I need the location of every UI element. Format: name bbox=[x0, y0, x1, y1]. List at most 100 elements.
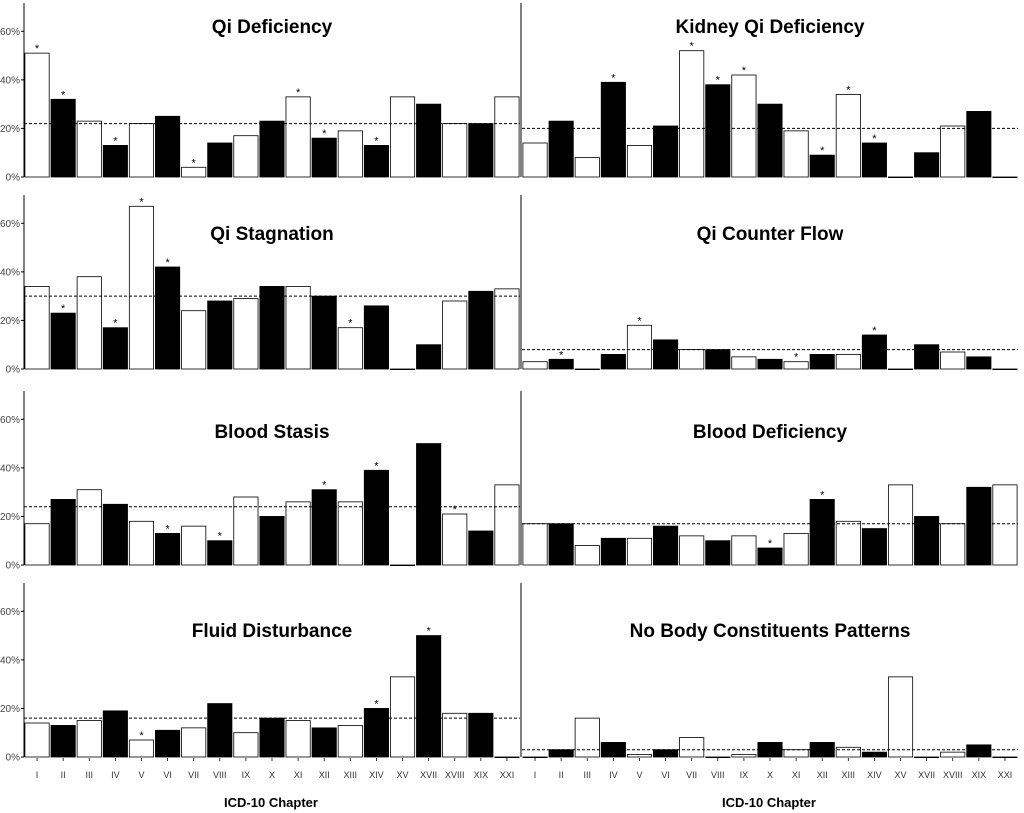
bar-II bbox=[548, 358, 574, 370]
bar-III bbox=[574, 368, 600, 371]
bar-IX bbox=[233, 298, 259, 370]
bar-III bbox=[76, 489, 102, 566]
bar-XIV bbox=[861, 142, 887, 178]
bar-X bbox=[757, 547, 783, 566]
bar-XXI bbox=[494, 756, 520, 759]
panel-title: Qi Deficiency bbox=[212, 17, 333, 38]
bar-V bbox=[128, 739, 155, 758]
bar-XIV bbox=[363, 305, 389, 370]
bar-IV bbox=[102, 145, 128, 178]
significance-star: * bbox=[296, 87, 301, 99]
bar-XVII bbox=[416, 443, 442, 566]
x-tick-label: VI bbox=[661, 770, 670, 780]
x-tick-label: IV bbox=[111, 770, 120, 780]
panel-2: Kidney Qi Deficiency * * * * * * * bbox=[520, 3, 1018, 179]
bar-VIII bbox=[705, 84, 731, 178]
significance-star: * bbox=[113, 135, 118, 147]
bar-IX bbox=[731, 356, 757, 370]
bar-VIII bbox=[207, 703, 233, 758]
y-tick-label: 60% bbox=[0, 27, 20, 38]
x-tick-label: XII bbox=[817, 770, 828, 780]
bar-III bbox=[76, 720, 102, 758]
significance-star: * bbox=[165, 257, 170, 269]
bar-XIV bbox=[363, 469, 389, 566]
bar-XXI bbox=[494, 288, 520, 370]
bar-XI bbox=[783, 130, 809, 178]
bar-XVII bbox=[416, 103, 442, 178]
bar-XVII bbox=[914, 344, 940, 370]
bar-XII bbox=[311, 727, 337, 758]
bar-XII bbox=[311, 295, 337, 370]
x-tick-label: I bbox=[36, 770, 39, 780]
bar-XVII bbox=[914, 516, 940, 566]
panel-6: Blood Deficiency * * bbox=[520, 391, 1018, 566]
bar-III bbox=[574, 717, 600, 758]
bar-XI bbox=[783, 533, 809, 566]
bar-XIII bbox=[835, 354, 861, 370]
panel-title: Qi Counter Flow bbox=[697, 224, 844, 245]
bar-X bbox=[259, 516, 285, 566]
bar-XV bbox=[389, 96, 416, 178]
bar-V bbox=[626, 754, 653, 758]
significance-star: * bbox=[374, 135, 379, 147]
significance-star: * bbox=[690, 41, 695, 53]
x-tick-label: II bbox=[61, 770, 66, 780]
bar-XVIII bbox=[442, 123, 468, 178]
significance-star: * bbox=[218, 531, 223, 543]
significance-star: * bbox=[61, 89, 66, 101]
bar-XIII bbox=[835, 746, 861, 758]
y-tick-label: 60% bbox=[0, 607, 20, 618]
x-tick-label: IX bbox=[740, 770, 749, 780]
bar-VI bbox=[155, 533, 181, 566]
x-tick-label: VII bbox=[188, 770, 199, 780]
bar-XVII bbox=[914, 756, 940, 759]
y-tick-label: 20% bbox=[0, 704, 20, 715]
bar-XI bbox=[285, 286, 311, 370]
x-tick-label: IV bbox=[609, 770, 618, 780]
bar-XVII bbox=[914, 152, 940, 178]
bar-VI bbox=[653, 339, 679, 370]
significance-star: * bbox=[374, 698, 379, 710]
significance-star: * bbox=[637, 315, 642, 327]
bar-IX bbox=[233, 732, 259, 758]
x-tick-label: XII bbox=[319, 770, 330, 780]
significance-star: * bbox=[872, 325, 877, 337]
significance-star: * bbox=[426, 626, 431, 638]
significance-star: * bbox=[113, 318, 118, 330]
panel-7: 0%20%40%60%Fluid Disturbance***I II III IV V… bbox=[0, 583, 520, 780]
bar-IX bbox=[731, 74, 757, 178]
x-axis-title-left: ICD-10 Chapter bbox=[224, 795, 318, 810]
y-tick-label: 60% bbox=[0, 415, 20, 426]
bar-IV bbox=[102, 503, 128, 566]
bar-XIX bbox=[966, 111, 992, 178]
bar-II bbox=[50, 725, 76, 758]
bar-I bbox=[24, 52, 50, 178]
x-tick-label: III bbox=[584, 770, 592, 780]
bar-XII bbox=[311, 489, 337, 566]
bar-XXI bbox=[494, 484, 520, 566]
bar-X bbox=[259, 286, 285, 370]
x-tick-label: XIX bbox=[474, 770, 489, 780]
bar-XIII bbox=[337, 725, 363, 758]
bar-XII bbox=[809, 154, 835, 178]
bar-VI bbox=[155, 729, 181, 758]
bar-XI bbox=[285, 501, 311, 566]
x-tick-label: X bbox=[767, 770, 773, 780]
bar-I bbox=[24, 523, 50, 566]
y-tick-label: 40% bbox=[0, 655, 20, 666]
bar-XIX bbox=[468, 712, 494, 758]
bar-III bbox=[574, 545, 600, 566]
bar-VI bbox=[653, 125, 679, 178]
bar-XII bbox=[809, 354, 835, 370]
bar-XVII bbox=[416, 635, 442, 758]
bar-XIX bbox=[966, 744, 992, 758]
bar-VII bbox=[181, 310, 207, 370]
significance-star: * bbox=[322, 128, 327, 140]
bar-XVIII bbox=[940, 751, 966, 758]
bar-XXI bbox=[494, 96, 520, 178]
bar-II bbox=[548, 120, 574, 178]
bar-VIII bbox=[705, 540, 731, 566]
x-tick-label: II bbox=[559, 770, 564, 780]
bar-VII bbox=[181, 727, 207, 758]
bar-XVIII bbox=[940, 523, 966, 566]
